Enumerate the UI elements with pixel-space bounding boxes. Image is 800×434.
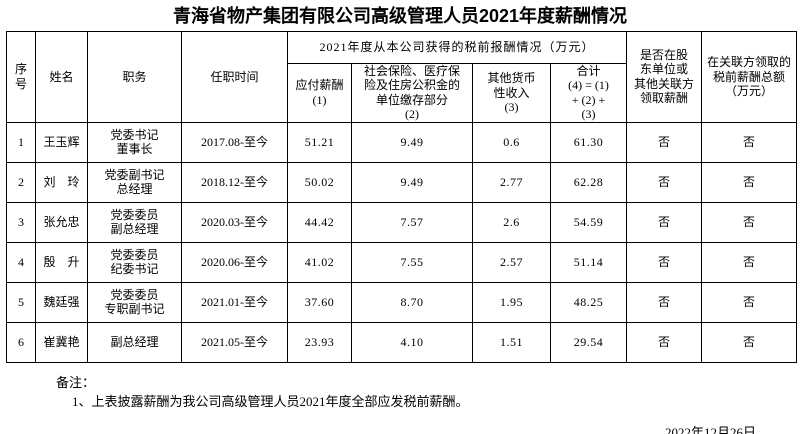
cell-tenure: 2018.12-至今: [181, 161, 288, 203]
col-header-related-amount: 在关联方领取的 税前薪酬总额 （万元）: [701, 31, 798, 123]
cell-seq: 1: [6, 121, 36, 163]
cell-name: 王玉辉: [35, 121, 88, 163]
table-row: 4 殷 升 党委委员 纪委书记 2020.06-至今 41.02 7.55 2.…: [6, 241, 798, 283]
cell-seq: 3: [6, 201, 36, 243]
cell-seq: 4: [6, 241, 36, 283]
cell-related-amount: 否: [701, 281, 798, 323]
cell-position: 党委委员 专职副书记: [87, 281, 182, 323]
cell-insurance: 4.10: [351, 321, 473, 363]
cell-insurance: 7.57: [351, 201, 473, 243]
cell-total: 61.30: [549, 121, 628, 163]
cell-other-income: 0.6: [472, 121, 551, 163]
cell-related-amount: 否: [701, 161, 798, 203]
cell-seq: 6: [6, 321, 36, 363]
cell-name: 魏廷强: [35, 281, 88, 323]
cell-total: 51.14: [549, 241, 628, 283]
cell-related-flag: 否: [626, 201, 703, 243]
cell-position: 党委委员 副总经理: [87, 201, 182, 243]
table-row: 2 刘 玲 党委副书记 总经理 2018.12-至今 50.02 9.49 2.…: [6, 161, 798, 203]
col-header-tenure: 任职时间: [181, 31, 288, 123]
cell-related-flag: 否: [626, 321, 703, 363]
cell-tenure: 2020.03-至今: [181, 201, 288, 243]
cell-name: 崔冀艳: [35, 321, 88, 363]
cell-tenure: 2020.06-至今: [181, 241, 288, 283]
table-row: 1 王玉辉 党委书记 董事长 2017.08-至今 51.21 9.49 0.6…: [6, 121, 798, 163]
cell-insurance: 7.55: [351, 241, 473, 283]
col-header-other-income: 其他货币 性收入 (3): [472, 63, 551, 123]
cell-related-flag: 否: [626, 121, 703, 163]
cell-related-flag: 否: [626, 281, 703, 323]
table-row: 6 崔冀艳 副总经理 2021.05-至今 23.93 4.10 1.51 29…: [6, 321, 798, 363]
cell-position: 党委副书记 总经理: [87, 161, 182, 203]
col-header-position: 职务: [87, 31, 182, 123]
cell-related-amount: 否: [701, 201, 798, 243]
cell-insurance: 8.70: [351, 281, 473, 323]
cell-total: 48.25: [549, 281, 628, 323]
cell-insurance: 9.49: [351, 161, 473, 203]
table-row: 5 魏廷强 党委委员 专职副书记 2021.01-至今 37.60 8.70 1…: [6, 281, 798, 323]
cell-payable: 41.02: [287, 241, 352, 283]
cell-position: 党委委员 纪委书记: [87, 241, 182, 283]
cell-name: 刘 玲: [35, 161, 88, 203]
cell-payable: 23.93: [287, 321, 352, 363]
cell-position: 副总经理: [87, 321, 182, 363]
cell-seq: 5: [6, 281, 36, 323]
cell-related-amount: 否: [701, 241, 798, 283]
cell-total: 54.59: [549, 201, 628, 243]
document-date: 2022年12月26日: [664, 424, 756, 434]
note-item-1: 1、上表披露薪酬为我公司高级管理人员2021年度全部应发税前薪酬。: [72, 393, 469, 409]
cell-related-amount: 否: [701, 121, 798, 163]
cell-related-flag: 否: [626, 161, 703, 203]
cell-tenure: 2021.01-至今: [181, 281, 288, 323]
cell-payable: 44.42: [287, 201, 352, 243]
cell-seq: 2: [6, 161, 36, 203]
cell-insurance: 9.49: [351, 121, 473, 163]
cell-tenure: 2017.08-至今: [181, 121, 288, 163]
table-row: 3 张允忠 党委委员 副总经理 2020.03-至今 44.42 7.57 2.…: [6, 201, 798, 243]
cell-related-amount: 否: [701, 321, 798, 363]
cell-total: 29.54: [549, 321, 628, 363]
cell-related-flag: 否: [626, 241, 703, 283]
col-header-insurance: 社会保险、医疗保 险及住房公积金的 单位缴存部分 (2): [351, 63, 473, 123]
cell-other-income: 2.77: [472, 161, 551, 203]
cell-name: 张允忠: [35, 201, 88, 243]
col-header-total: 合计 (4) = (1) + (2) + (3): [549, 63, 628, 123]
cell-name: 殷 升: [35, 241, 88, 283]
cell-payable: 50.02: [287, 161, 352, 203]
cell-other-income: 2.57: [472, 241, 551, 283]
cell-payable: 37.60: [287, 281, 352, 323]
cell-other-income: 1.95: [472, 281, 551, 323]
col-header-related-flag: 是否在股 东单位或 其他关联方 领取薪酬: [626, 31, 703, 123]
cell-other-income: 2.6: [472, 201, 551, 243]
notes-label: 备注：: [56, 374, 96, 390]
col-header-payable: 应付薪酬 (1): [287, 63, 352, 123]
cell-position: 党委书记 董事长: [87, 121, 182, 163]
salary-table: 序 号 姓名 职务 任职时间 2021年度从本公司获得的税前报酬情况（万元） 是…: [6, 31, 798, 363]
cell-tenure: 2021.05-至今: [181, 321, 288, 363]
cell-payable: 51.21: [287, 121, 352, 163]
col-header-seq: 序 号: [6, 31, 36, 123]
page-title: 青海省物产集团有限公司高级管理人员2021年度薪酬情况: [172, 6, 628, 26]
cell-total: 62.28: [549, 161, 628, 203]
col-header-name: 姓名: [35, 31, 88, 123]
col-header-pretax-group: 2021年度从本公司获得的税前报酬情况（万元）: [286, 31, 628, 64]
cell-other-income: 1.51: [472, 321, 551, 363]
